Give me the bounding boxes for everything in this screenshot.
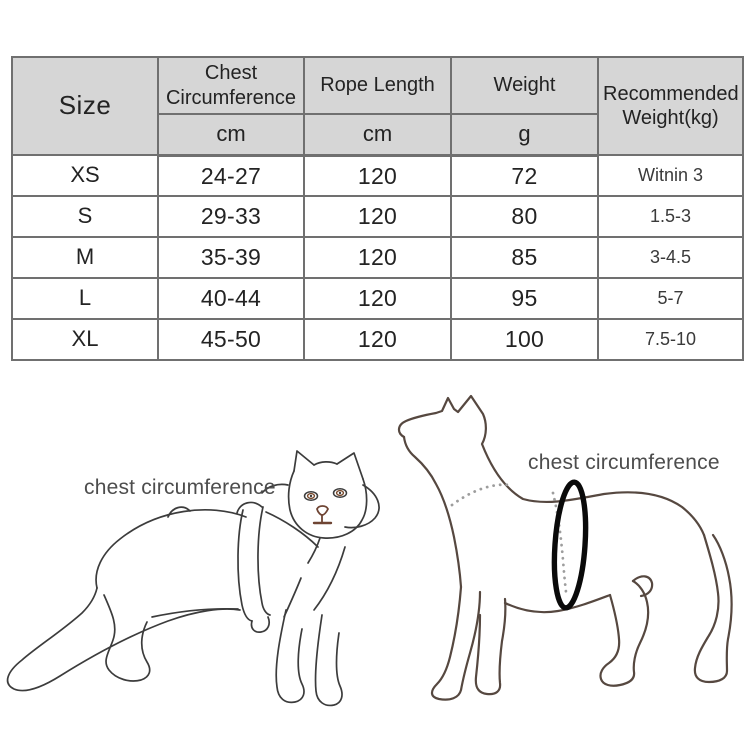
cat-line-drawing	[6, 450, 380, 707]
table-row-m: M 35-39 120 85 3-4.5	[11, 236, 744, 279]
size-table: Size Chest Circumference Rope Length Wei…	[11, 56, 744, 361]
header-recommended-weight: Recommended Weight(kg)	[597, 56, 744, 156]
cell-rope: 120	[303, 236, 452, 279]
cell-chest: 29-33	[157, 195, 305, 238]
cell-rope: 120	[303, 154, 452, 197]
cell-size: L	[11, 277, 159, 320]
header-chest-circumference: Chest Circumference	[157, 56, 305, 115]
cell-weight: 100	[450, 318, 599, 361]
cell-chest: 24-27	[157, 154, 305, 197]
header-rope-length: Rope Length	[303, 56, 452, 115]
cell-rope: 120	[303, 195, 452, 238]
table-row-l: L 40-44 120 95 5-7	[11, 277, 744, 320]
cell-size: S	[11, 195, 159, 238]
cell-recommended: 5-7	[597, 277, 744, 320]
cell-recommended: Witnin 3	[597, 154, 744, 197]
cell-chest: 40-44	[157, 277, 305, 320]
header-row-units: cm cm g	[12, 113, 743, 157]
dog-body-outline	[397, 394, 733, 701]
cell-rope: 120	[303, 318, 452, 361]
cell-size: XS	[11, 154, 159, 197]
cell-rope: 120	[303, 277, 452, 320]
cell-size: XL	[11, 318, 159, 361]
unit-rope-cm: cm	[303, 113, 452, 157]
unit-weight-g: g	[450, 113, 599, 157]
cell-chest: 35-39	[157, 236, 305, 279]
cell-recommended: 3-4.5	[597, 236, 744, 279]
cat-nose-mouth	[312, 505, 333, 525]
cat-eyes	[303, 488, 348, 501]
cell-recommended: 1.5-3	[597, 195, 744, 238]
header-size: Size	[11, 56, 159, 156]
cell-weight: 85	[450, 236, 599, 279]
cat-chest-circumference-label: chest circumference	[84, 476, 276, 499]
header-weight: Weight	[450, 56, 599, 115]
cell-weight: 95	[450, 277, 599, 320]
cat-body-outline	[6, 450, 380, 707]
cell-chest: 45-50	[157, 318, 305, 361]
cell-recommended: 7.5-10	[597, 318, 744, 361]
unit-chest-cm: cm	[157, 113, 305, 157]
table-row-xs: XS 24-27 120 72 Witnin 3	[11, 154, 744, 197]
header-row-main: Size Chest Circumference Rope Length Wei…	[11, 56, 744, 156]
table-row-xl: XL 45-50 120 100 7.5-10	[11, 318, 744, 361]
dog-chest-circumference-label: chest circumference	[528, 451, 720, 474]
table-row-s: S 29-33 120 80 1.5-3	[11, 195, 744, 238]
cell-weight: 72	[450, 154, 599, 197]
dog-line-drawing	[397, 394, 733, 701]
cell-size: M	[11, 236, 159, 279]
dog-chest-band	[551, 479, 589, 611]
dog-collar-dotted-line	[450, 483, 568, 594]
cell-weight: 80	[450, 195, 599, 238]
